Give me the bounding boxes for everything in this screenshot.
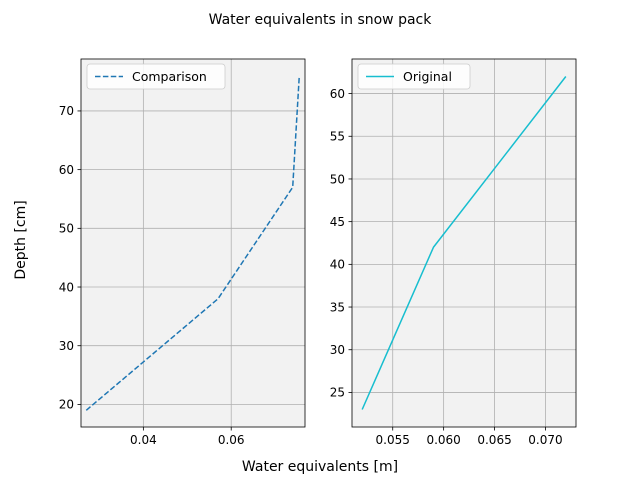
- right-y-tick-label: 55: [330, 130, 345, 144]
- right-legend-box: [357, 63, 471, 90]
- left-y-tick-label: 60: [59, 163, 74, 177]
- left-y-tick-label: 40: [59, 280, 74, 294]
- right-y-tick-label: 35: [330, 300, 345, 314]
- shared-x-axis-label: Water equivalents [m]: [242, 459, 398, 475]
- right-x-tick-label: 0.070: [528, 433, 562, 447]
- right-plot-area: [352, 59, 576, 427]
- left-series-line: [85, 75, 301, 411]
- left-y-tick-label: 70: [59, 104, 74, 118]
- left-subplot: 0.04 0.06 20 30 40 50 60 70 Comparison: [59, 58, 306, 447]
- right-y-tick-label: 50: [330, 172, 345, 186]
- left-y-tick-label: 50: [59, 222, 74, 236]
- left-plot-area: [81, 59, 305, 427]
- right-y-tick-label: 30: [330, 343, 345, 357]
- left-x-tick-label: 0.06: [218, 433, 245, 447]
- left-y-tick-label: 30: [59, 339, 74, 353]
- right-x-tick-label: 0.065: [477, 433, 511, 447]
- right-y-tick-label: 40: [330, 258, 345, 272]
- right-axes-frame: [351, 58, 577, 428]
- right-x-tick-label: 0.055: [376, 433, 410, 447]
- shared-y-axis-label: Depth [cm]: [13, 200, 29, 279]
- left-legend-label: Comparison: [132, 69, 207, 84]
- right-y-tick-label: 45: [330, 215, 345, 229]
- right-subplot: 0.055 0.060 0.065 0.070 25 30 35 40 45 50 55 60 Orig…: [330, 58, 577, 447]
- right-x-tick-label: 0.060: [426, 433, 460, 447]
- left-legend: Comparison: [86, 63, 226, 90]
- left-axes-frame: [80, 58, 306, 428]
- left-x-tick-label: 0.04: [130, 433, 157, 447]
- right-series-line: [361, 76, 567, 410]
- right-legend-label: Original: [403, 69, 452, 84]
- figure-title: Water equivalents in snow pack: [209, 12, 433, 28]
- right-legend: Original: [357, 63, 471, 90]
- left-legend-box: [86, 63, 226, 90]
- left-y-tick-label: 20: [59, 398, 74, 412]
- right-y-tick-label: 60: [330, 87, 345, 101]
- right-y-tick-label: 25: [330, 386, 345, 400]
